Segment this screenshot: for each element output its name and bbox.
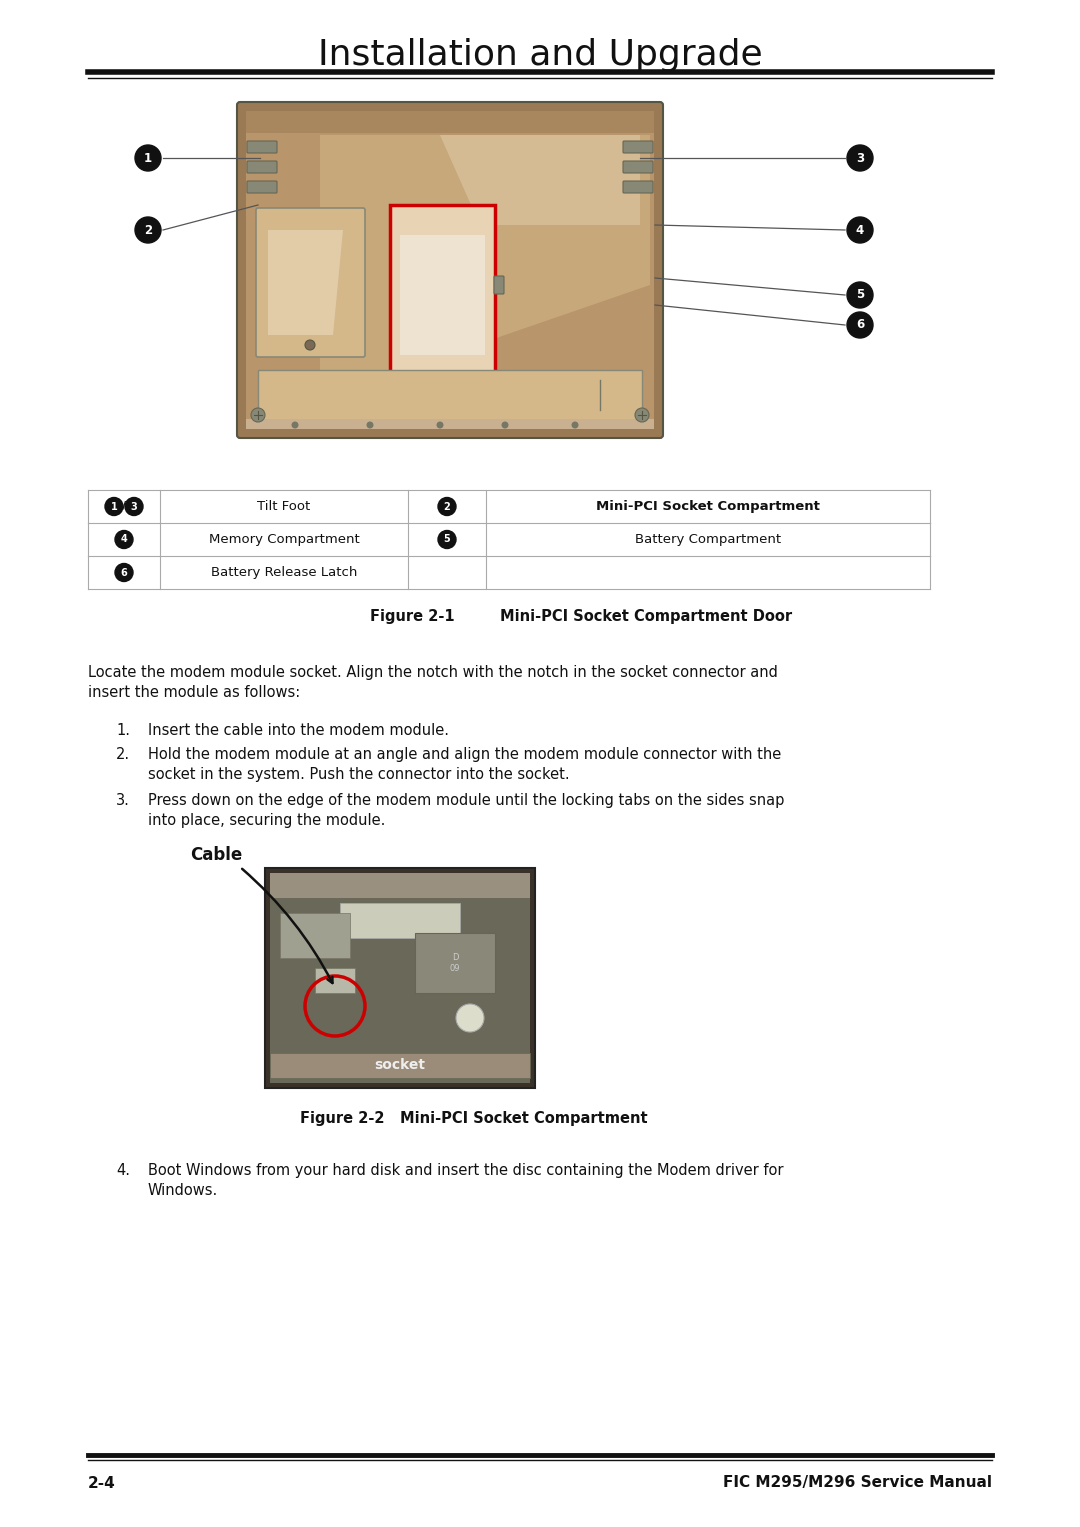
Text: socket: socket — [375, 1058, 426, 1072]
Text: socket in the system. Push the connector into the socket.: socket in the system. Push the connector… — [148, 767, 569, 782]
Circle shape — [125, 498, 143, 516]
Circle shape — [436, 421, 444, 429]
Text: Boot Windows from your hard disk and insert the disc containing the Modem driver: Boot Windows from your hard disk and ins… — [148, 1164, 783, 1177]
Text: 4: 4 — [121, 534, 127, 545]
Text: Battery Compartment: Battery Compartment — [635, 533, 781, 547]
Text: Windows.: Windows. — [148, 1183, 218, 1199]
FancyBboxPatch shape — [247, 182, 276, 192]
Circle shape — [847, 312, 873, 337]
Bar — [270, 1054, 530, 1078]
Bar — [315, 968, 355, 993]
Circle shape — [135, 145, 161, 171]
Text: 3.: 3. — [117, 793, 130, 808]
FancyBboxPatch shape — [494, 276, 504, 295]
Circle shape — [501, 421, 509, 429]
Circle shape — [105, 498, 123, 516]
FancyBboxPatch shape — [256, 208, 365, 357]
Text: /: / — [122, 501, 126, 512]
Text: Mini-PCI Socket Compartment: Mini-PCI Socket Compartment — [596, 499, 820, 513]
Polygon shape — [268, 231, 343, 334]
Text: Tilt Foot: Tilt Foot — [257, 499, 311, 513]
Bar — [270, 873, 530, 898]
Text: 4: 4 — [855, 223, 864, 237]
Bar — [246, 418, 654, 429]
Circle shape — [135, 217, 161, 243]
Text: Cable: Cable — [190, 846, 242, 864]
FancyBboxPatch shape — [246, 111, 654, 429]
FancyBboxPatch shape — [258, 370, 642, 420]
Circle shape — [571, 421, 579, 429]
Circle shape — [847, 282, 873, 308]
Circle shape — [635, 408, 649, 421]
Text: FIC M295/M296 Service Manual: FIC M295/M296 Service Manual — [723, 1475, 993, 1490]
Circle shape — [438, 530, 456, 548]
FancyBboxPatch shape — [237, 102, 663, 438]
Text: 1: 1 — [144, 151, 152, 165]
Circle shape — [456, 1003, 484, 1032]
Bar — [415, 933, 495, 993]
Circle shape — [292, 421, 298, 429]
Bar — [246, 111, 654, 133]
Bar — [270, 873, 530, 1083]
Text: Locate the modem module socket. Align the notch with the notch in the socket con: Locate the modem module socket. Align th… — [87, 664, 778, 680]
Circle shape — [251, 408, 265, 421]
Text: D
09: D 09 — [449, 953, 460, 973]
Text: insert the module as follows:: insert the module as follows: — [87, 686, 300, 699]
Bar — [265, 867, 535, 1089]
Bar — [390, 205, 495, 376]
Circle shape — [114, 563, 133, 582]
Circle shape — [847, 145, 873, 171]
Text: 2: 2 — [144, 223, 152, 237]
Text: Battery Release Latch: Battery Release Latch — [211, 567, 357, 579]
FancyBboxPatch shape — [623, 182, 653, 192]
FancyBboxPatch shape — [623, 140, 653, 153]
Text: 1.: 1. — [116, 722, 130, 738]
Text: 3: 3 — [856, 151, 864, 165]
Text: into place, securing the module.: into place, securing the module. — [148, 812, 386, 828]
Text: 3: 3 — [131, 501, 137, 512]
Text: Insert the cable into the modem module.: Insert the cable into the modem module. — [148, 722, 449, 738]
Text: 5: 5 — [444, 534, 450, 545]
Text: 6: 6 — [855, 319, 864, 331]
Text: Installation and Upgrade: Installation and Upgrade — [318, 38, 762, 72]
Text: Figure 2-2: Figure 2-2 — [300, 1110, 384, 1125]
Bar — [280, 913, 350, 957]
Text: 2: 2 — [444, 501, 450, 512]
Text: 2-4: 2-4 — [87, 1475, 116, 1490]
Bar — [340, 902, 460, 938]
Text: Memory Compartment: Memory Compartment — [208, 533, 360, 547]
Polygon shape — [440, 134, 640, 224]
Text: 4.: 4. — [116, 1164, 130, 1177]
Text: Hold the modem module at an angle and align the modem module connector with the: Hold the modem module at an angle and al… — [148, 747, 781, 762]
Text: Mini-PCI Socket Compartment Door: Mini-PCI Socket Compartment Door — [500, 609, 792, 625]
Circle shape — [847, 217, 873, 243]
Text: 2.: 2. — [116, 747, 130, 762]
Circle shape — [438, 498, 456, 516]
FancyBboxPatch shape — [247, 140, 276, 153]
FancyBboxPatch shape — [247, 160, 276, 173]
Text: Press down on the edge of the modem module until the locking tabs on the sides s: Press down on the edge of the modem modu… — [148, 793, 784, 808]
Text: 5: 5 — [855, 289, 864, 301]
FancyBboxPatch shape — [623, 160, 653, 173]
Text: Mini-PCI Socket Compartment: Mini-PCI Socket Compartment — [400, 1110, 648, 1125]
Polygon shape — [320, 134, 650, 385]
Text: Figure 2-1: Figure 2-1 — [370, 609, 455, 625]
Circle shape — [305, 341, 315, 350]
Text: 6: 6 — [121, 568, 127, 577]
Text: 1: 1 — [110, 501, 118, 512]
Circle shape — [114, 530, 133, 548]
Polygon shape — [400, 235, 485, 354]
Circle shape — [366, 421, 374, 429]
